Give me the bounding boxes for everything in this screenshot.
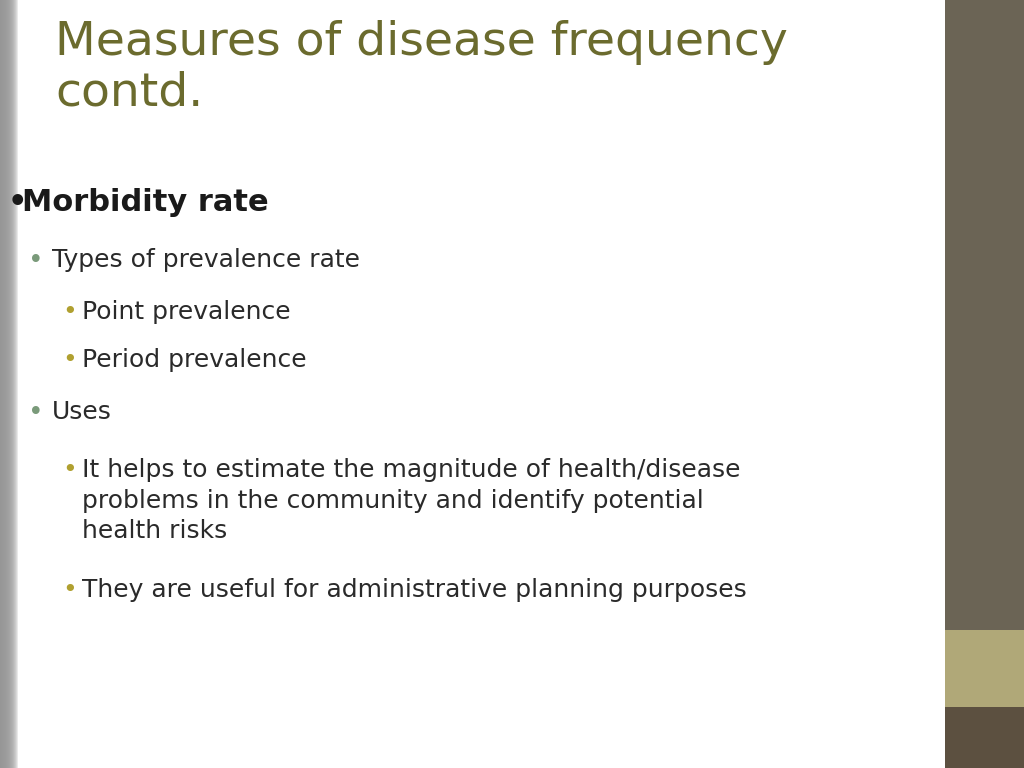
Bar [0, 0, 6, 768]
Text: It helps to estimate the magnitude of health/disease
problems in the community a: It helps to estimate the magnitude of he… [82, 458, 740, 543]
Text: contd.: contd. [55, 70, 203, 115]
Bar [0, 0, 16, 768]
Bar [0, 0, 11, 768]
Bar [0, 0, 7, 768]
Bar [0, 0, 4, 768]
Text: Measures of disease frequency: Measures of disease frequency [55, 20, 787, 65]
Bar [0, 0, 9, 768]
Bar [0, 0, 17, 768]
Bar [0, 0, 13, 768]
Bar [945, 707, 1024, 768]
Text: •: • [62, 458, 77, 482]
Bar [0, 0, 18, 768]
Bar [0, 0, 8, 768]
Text: Morbidity rate: Morbidity rate [22, 188, 268, 217]
Bar [0, 0, 2, 768]
Bar [0, 0, 15, 768]
Text: Uses: Uses [52, 400, 112, 424]
Text: •: • [28, 400, 44, 426]
Bar [945, 0, 1024, 630]
Text: •: • [62, 578, 77, 602]
Bar [0, 0, 5, 768]
Text: Types of prevalence rate: Types of prevalence rate [52, 248, 360, 272]
Text: Point prevalence: Point prevalence [82, 300, 291, 324]
Text: •: • [62, 300, 77, 324]
Bar [0, 0, 12, 768]
Text: •: • [28, 248, 44, 274]
Text: Period prevalence: Period prevalence [82, 348, 306, 372]
Text: They are useful for administrative planning purposes: They are useful for administrative plann… [82, 578, 746, 602]
Bar [0, 0, 10, 768]
Bar [0, 0, 3, 768]
Text: •: • [62, 348, 77, 372]
Bar [0, 0, 14, 768]
Bar [945, 630, 1024, 707]
Text: •: • [8, 188, 28, 217]
